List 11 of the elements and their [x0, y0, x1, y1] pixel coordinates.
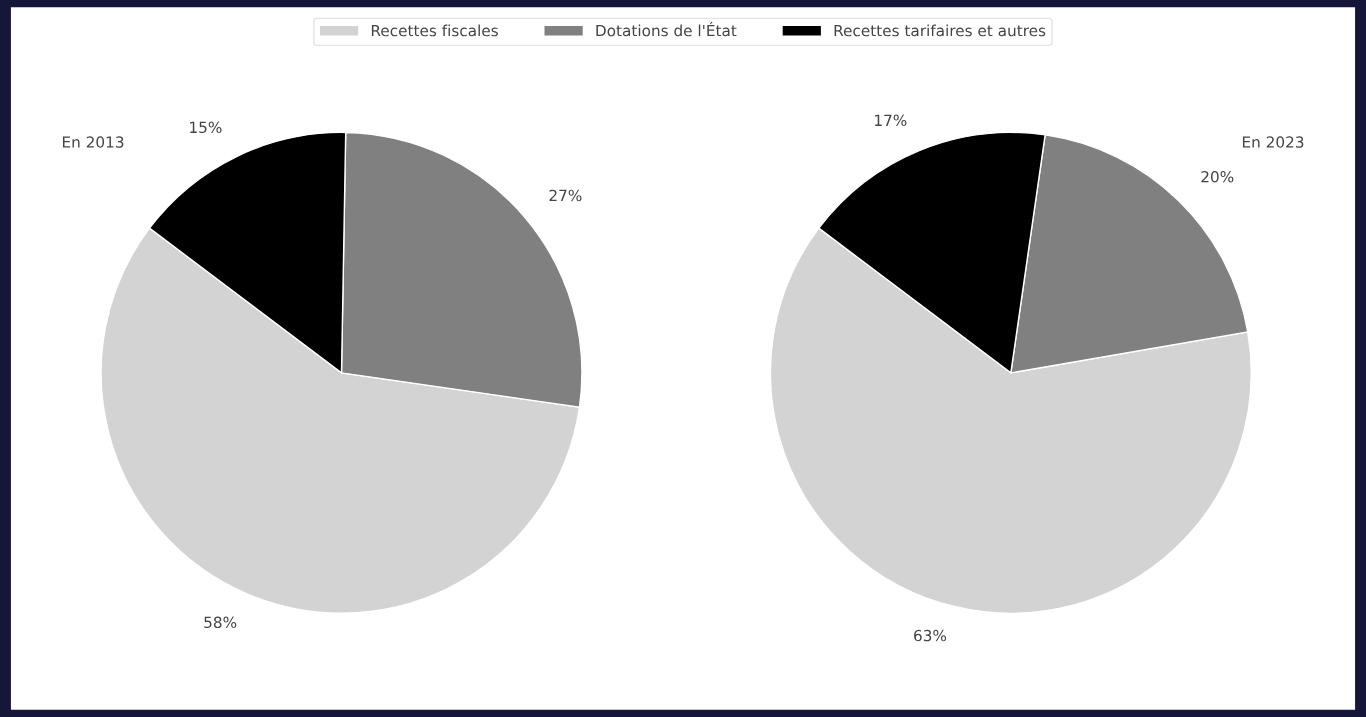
data-label: 17% — [875, 114, 907, 127]
data-label: 63% — [914, 629, 947, 642]
text: En 2013 — [62, 136, 124, 148]
data-label: 20% — [1201, 170, 1234, 183]
legend-label: Recettes tarifaires et autres — [834, 24, 1046, 37]
data-label: 27% — [549, 189, 582, 202]
data-label: 58% — [204, 616, 237, 629]
data-label: 15% — [190, 121, 222, 134]
legend-label: Dotations de l'État — [596, 21, 737, 37]
text: En 2023 — [1242, 136, 1304, 148]
legend-label: Recettes fiscales — [371, 24, 498, 37]
